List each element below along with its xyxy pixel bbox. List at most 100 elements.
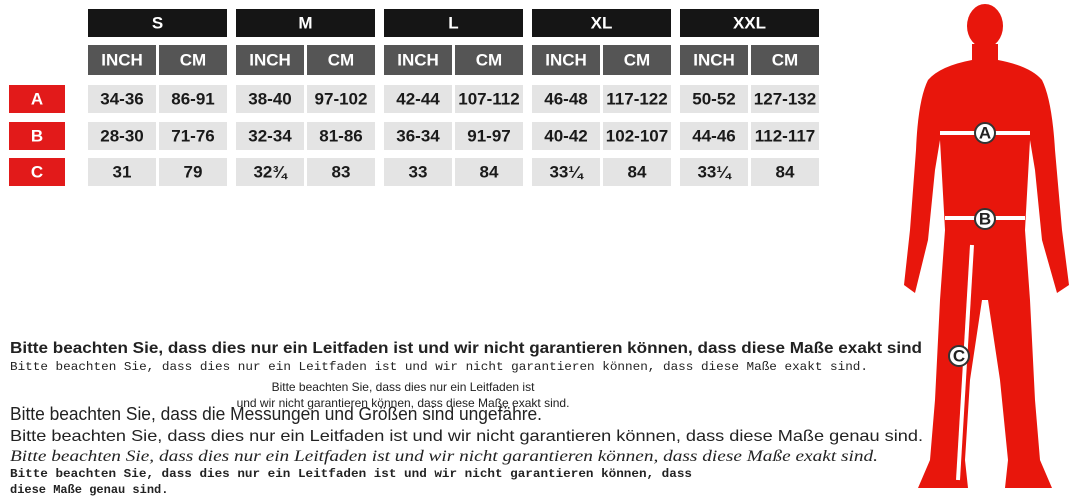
cell-bg <box>455 122 523 150</box>
row-label-bg <box>9 85 65 113</box>
note: Bitte beachten Sie, dass dies nur ein Le… <box>10 340 922 357</box>
cell-bg <box>680 158 748 186</box>
cell: 36-34 <box>396 126 440 145</box>
note: Bitte beachten Sie, dass dies nur ein Le… <box>10 448 878 465</box>
cell: 50-52 <box>692 89 735 108</box>
cell: 38-40 <box>248 89 291 108</box>
notes: Bitte beachten Sie, dass dies nur ein Le… <box>10 340 923 497</box>
unit-header: INCH <box>545 50 587 69</box>
cell: 46-48 <box>544 89 587 108</box>
cell: 42-44 <box>396 89 440 108</box>
cell-bg <box>680 122 748 150</box>
cell-bg <box>307 158 375 186</box>
unit-header-bg <box>603 45 671 75</box>
note: Bitte beachten Sie, dass dies nur ein Le… <box>10 428 923 445</box>
unit-header-bg <box>88 45 156 75</box>
cell-bg <box>384 85 452 113</box>
unit-header-bg <box>455 45 523 75</box>
unit-header: INCH <box>397 50 439 69</box>
cell-bg <box>88 158 156 186</box>
size-header: L <box>448 13 458 32</box>
cell: 71-76 <box>171 126 214 145</box>
note: Bitte beachten Sie, dass dies nur ein Le… <box>10 467 692 481</box>
size-header-bg <box>384 9 523 37</box>
cell-bg <box>532 158 600 186</box>
cell-bg <box>159 85 227 113</box>
row-label: C <box>31 162 43 181</box>
unit-header: CM <box>772 50 798 69</box>
figure-label: B <box>979 209 991 228</box>
unit-header-bg <box>751 45 819 75</box>
size-header: XL <box>591 13 613 32</box>
cell-bg <box>236 158 304 186</box>
cell: 28-30 <box>100 126 143 145</box>
row-label-bg <box>9 158 65 186</box>
unit-header-bg <box>159 45 227 75</box>
cell: 32¾ <box>253 162 288 181</box>
cell-bg <box>159 122 227 150</box>
cell-bg <box>751 122 819 150</box>
unit-header: INCH <box>101 50 143 69</box>
figure-head <box>967 4 1003 48</box>
note: Bitte beachten Sie, dass dies nur ein Le… <box>10 360 868 374</box>
cell-bg <box>603 158 671 186</box>
size-header-bg <box>88 9 227 37</box>
unit-header: CM <box>180 50 206 69</box>
cell-bg <box>532 122 600 150</box>
cell: 83 <box>332 162 351 181</box>
unit-header-bg <box>236 45 304 75</box>
note: Bitte beachten Sie, dass die Messungen u… <box>10 404 542 424</box>
size-header: XXL <box>733 13 766 32</box>
cell-bg <box>159 158 227 186</box>
cell-bg <box>751 85 819 113</box>
marker <box>974 208 996 230</box>
size-header: S <box>152 13 163 32</box>
cell: 91-97 <box>467 126 510 145</box>
cell-bg <box>603 122 671 150</box>
unit-header-bg <box>532 45 600 75</box>
row-label: A <box>31 89 43 108</box>
note: diese Maße genau sind. <box>10 483 168 497</box>
cell-bg <box>455 158 523 186</box>
cell: 84 <box>628 162 647 181</box>
unit-header: CM <box>328 50 354 69</box>
cell: 81-86 <box>319 126 362 145</box>
cell-bg <box>751 158 819 186</box>
cell: 33¼ <box>549 162 584 181</box>
unit-header-bg <box>680 45 748 75</box>
cell: 107-112 <box>458 89 519 108</box>
cell: 117-122 <box>606 89 667 108</box>
size-header: M <box>298 13 312 32</box>
cell: 44-46 <box>692 126 735 145</box>
cell: 31 <box>113 162 132 181</box>
cell-bg <box>455 85 523 113</box>
cell: 79 <box>184 162 203 181</box>
unit-header: CM <box>476 50 502 69</box>
cell: 97-102 <box>315 89 368 108</box>
size-header-bg <box>532 9 671 37</box>
unit-header: INCH <box>249 50 291 69</box>
unit-header: INCH <box>693 50 735 69</box>
row-label-bg <box>9 122 65 150</box>
cell: 40-42 <box>544 126 587 145</box>
cell: 102-107 <box>606 126 668 145</box>
cell-bg <box>680 85 748 113</box>
marker <box>974 122 996 144</box>
unit-header-bg <box>307 45 375 75</box>
cell: 34-36 <box>100 89 143 108</box>
cell: 112-117 <box>755 126 816 145</box>
cell: 32-34 <box>248 126 292 145</box>
row-label: B <box>31 126 43 145</box>
cell: 33¼ <box>697 162 732 181</box>
cell-bg <box>307 85 375 113</box>
cell: 84 <box>480 162 499 181</box>
cell: 86-91 <box>171 89 214 108</box>
cell: 33 <box>409 162 428 181</box>
unit-header-bg <box>384 45 452 75</box>
figure: A B C <box>904 4 1069 488</box>
cell: 127-132 <box>754 89 816 108</box>
cell-bg <box>603 85 671 113</box>
note: und wir nicht garantieren können, dass d… <box>237 396 570 410</box>
